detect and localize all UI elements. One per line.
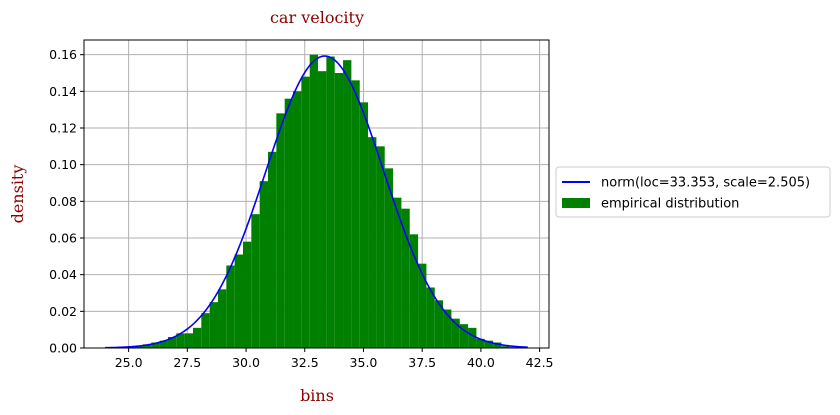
histogram-bar <box>393 197 402 348</box>
histogram-bar <box>293 91 302 348</box>
legend-label-histogram: empirical distribution <box>601 197 739 212</box>
y-tick-label: 0.08 <box>49 194 77 209</box>
histogram-bar <box>418 263 427 348</box>
histogram-bar <box>434 300 444 348</box>
histogram-bar <box>159 340 168 348</box>
histogram-bar <box>184 333 193 348</box>
y-tick-label: 0.00 <box>49 341 77 356</box>
histogram-bar <box>484 340 494 348</box>
histogram-bar <box>301 76 310 349</box>
histogram-bar <box>334 73 344 348</box>
histogram-bar <box>351 80 360 348</box>
y-tick-label: 0.12 <box>49 121 77 136</box>
histogram-bar <box>134 346 143 348</box>
legend-bar-swatch <box>562 198 590 208</box>
histogram-bar <box>376 146 385 348</box>
histogram-bar <box>401 208 410 348</box>
histogram-bar <box>276 113 285 348</box>
y-axis-ticks: 0.00 0.02 0.04 0.06 0.08 0.10 0.12 0.14 0.16 <box>49 47 84 356</box>
x-tick-label: 27.5 <box>173 355 201 370</box>
x-tick-label: 40.0 <box>467 355 495 370</box>
x-tick-label: 42.5 <box>526 355 554 370</box>
histogram-bar <box>209 302 218 348</box>
chart-title: car velocity <box>270 8 364 27</box>
histogram-bar <box>176 333 185 348</box>
histogram-bar <box>226 265 235 348</box>
histogram-bar <box>142 344 152 348</box>
x-axis-ticks: 25.0 27.5 30.0 32.5 35.0 37.5 40.0 42.5 <box>115 348 554 370</box>
histogram-bar <box>284 98 294 349</box>
histogram-bar <box>151 342 160 348</box>
y-axis-title: density <box>8 165 27 224</box>
histogram-bar <box>384 168 394 348</box>
y-tick-label: 0.14 <box>49 84 77 99</box>
x-tick-label: 30.0 <box>232 355 260 370</box>
x-tick-label: 35.0 <box>350 355 378 370</box>
histogram-bar <box>476 338 485 348</box>
x-tick-label: 37.5 <box>408 355 436 370</box>
legend-box <box>555 166 831 218</box>
normal-curve-line <box>105 55 528 349</box>
histogram-bar <box>318 71 327 349</box>
histogram-bar <box>251 214 260 348</box>
y-tick-label: 0.04 <box>49 267 77 282</box>
histogram-bar <box>192 327 202 348</box>
y-tick-label: 0.16 <box>49 47 77 62</box>
plot-frame <box>83 39 550 349</box>
histogram-bar <box>368 137 377 348</box>
histogram-bar <box>493 342 502 348</box>
histogram-bar <box>359 102 369 348</box>
histogram-bar <box>259 181 269 348</box>
x-tick-label: 25.0 <box>115 355 143 370</box>
histogram-bar <box>201 313 210 348</box>
histogram-bar <box>242 241 252 348</box>
histogram-bars <box>126 54 519 349</box>
y-tick-label: 0.06 <box>49 231 77 246</box>
legend-label-curve: norm(loc=33.353, scale=2.505) <box>601 176 810 191</box>
normal-curve-series <box>105 55 528 349</box>
y-tick-label: 0.02 <box>49 304 77 319</box>
histogram-bar <box>167 337 177 348</box>
histogram-bar <box>343 60 352 349</box>
histogram-bar <box>451 318 460 348</box>
histogram-bar <box>426 287 435 348</box>
histogram-bar <box>309 54 319 349</box>
histogram-bar <box>217 289 227 348</box>
x-axis-title: bins <box>300 386 334 405</box>
histogram-bar <box>501 346 510 348</box>
histogram-bar <box>234 254 243 348</box>
histogram-bar <box>409 234 419 348</box>
histogram-bar <box>268 151 277 348</box>
histogram-bar <box>326 56 335 348</box>
histogram-bar <box>468 327 477 348</box>
histogram-bar <box>443 309 452 348</box>
y-tick-label: 0.10 <box>49 157 77 172</box>
legend: norm(loc=33.353, scale=2.505) empirical … <box>555 166 831 218</box>
x-tick-label: 32.5 <box>291 355 319 370</box>
histogram-bar <box>459 324 469 348</box>
